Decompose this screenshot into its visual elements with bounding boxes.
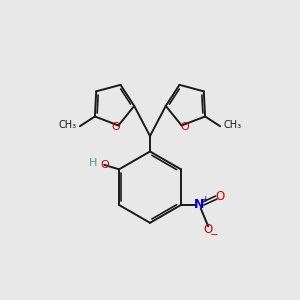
- Text: −: −: [210, 230, 219, 240]
- Text: +: +: [201, 195, 208, 204]
- Text: O: O: [100, 160, 109, 170]
- Text: H: H: [89, 158, 97, 168]
- Text: CH₃: CH₃: [223, 120, 241, 130]
- Text: N: N: [194, 199, 205, 212]
- Text: O: O: [215, 190, 224, 202]
- Text: CH₃: CH₃: [59, 120, 77, 130]
- Text: O: O: [180, 122, 189, 132]
- Text: O: O: [204, 224, 213, 236]
- Text: O: O: [111, 122, 120, 132]
